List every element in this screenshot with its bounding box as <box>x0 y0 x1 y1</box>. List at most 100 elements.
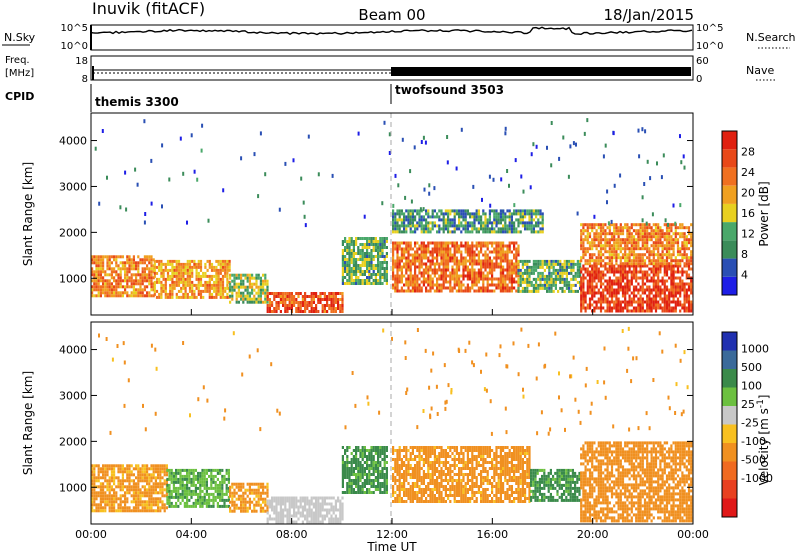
heatmap-cell <box>166 468 169 472</box>
heatmap-cell <box>184 286 187 290</box>
heatmap-cell <box>654 238 658 242</box>
heatmap-cell <box>521 221 524 225</box>
heatmap-cell <box>602 297 605 301</box>
heatmap-cell <box>188 262 192 266</box>
heatmap-cell <box>117 291 120 295</box>
heatmap-cell <box>121 291 124 295</box>
heatmap-cell <box>407 280 410 284</box>
heatmap-cell <box>221 468 224 472</box>
heatmap-cell <box>295 298 298 301</box>
heatmap-cell <box>455 224 458 228</box>
heatmap-cell <box>368 258 371 261</box>
nsky-tick-top: 10^5 <box>61 23 88 34</box>
heatmap-cell <box>398 218 401 222</box>
heatmap-cell <box>201 495 204 499</box>
heatmap-cell <box>526 227 529 231</box>
heatmap-cell <box>604 279 607 283</box>
heatmap-cell <box>617 300 620 304</box>
heatmap-cell <box>370 258 373 261</box>
heatmap-cell <box>161 467 164 471</box>
heatmap-cell <box>438 247 441 251</box>
heatmap-cell <box>422 280 425 284</box>
heatmap-cell <box>212 477 215 481</box>
heatmap-cell <box>144 212 147 216</box>
heatmap-cell <box>231 297 234 301</box>
heatmap-cell <box>164 283 167 287</box>
heatmap-cell <box>215 271 218 275</box>
heatmap-cell <box>392 271 395 275</box>
heatmap-cell <box>453 244 456 248</box>
heatmap-cell <box>217 259 220 263</box>
heatmap-cell <box>506 244 509 248</box>
heatmap-cell <box>659 253 662 257</box>
heatmap-cell <box>381 282 384 285</box>
heatmap-cell <box>652 285 655 289</box>
heatmap-cell <box>275 310 278 313</box>
heatmap-cell <box>436 280 439 284</box>
heatmap-cell <box>259 131 262 136</box>
heatmap-cell <box>619 279 622 283</box>
heatmap-cell <box>477 221 480 225</box>
heatmap-cell <box>635 241 638 245</box>
heatmap-cell <box>643 288 647 292</box>
heatmap-cell <box>586 241 589 245</box>
heatmap-cell <box>350 243 353 246</box>
heatmap-cell <box>124 291 127 295</box>
heatmap-cell <box>119 273 122 277</box>
heatmap-cell <box>469 221 472 225</box>
heatmap-cell <box>613 270 616 274</box>
heatmap-cell <box>416 286 419 290</box>
heatmap-cell <box>469 274 472 278</box>
heatmap-cell <box>495 253 498 257</box>
heatmap-cell <box>396 250 399 254</box>
heatmap-cell <box>630 226 633 230</box>
heatmap-cell <box>586 238 589 242</box>
heatmap-cell <box>495 250 498 254</box>
heatmap-cell <box>466 253 469 257</box>
heatmap-cell <box>124 276 127 280</box>
heatmap-cell <box>233 509 236 513</box>
heatmap-cell <box>497 247 500 251</box>
heatmap-cell <box>227 486 230 490</box>
heatmap-cell <box>152 497 155 501</box>
heatmap-cell <box>471 250 474 254</box>
heatmap-cell <box>679 291 682 295</box>
heatmap-cell <box>661 241 664 245</box>
heatmap-cell <box>208 492 211 496</box>
heatmap-cell <box>405 280 408 284</box>
heatmap-cell <box>306 307 309 310</box>
heatmap-cell <box>99 500 102 504</box>
heatmap-cell <box>97 276 100 280</box>
heatmap-cell <box>530 227 533 231</box>
heatmap-cell <box>557 271 560 275</box>
heatmap-cell <box>565 262 568 266</box>
heatmap-cell <box>115 491 118 495</box>
heatmap-cell <box>104 479 107 483</box>
heatmap-cell <box>119 467 122 471</box>
heatmap-cell <box>632 267 636 271</box>
heatmap-cell <box>202 283 205 287</box>
heatmap-cell <box>539 265 542 269</box>
heatmap-cell <box>248 273 251 277</box>
heatmap-cell <box>462 289 465 293</box>
heatmap-cell <box>135 261 138 265</box>
heatmap-cell <box>670 226 673 230</box>
heatmap-cell <box>392 215 395 219</box>
heatmap-cell <box>486 230 489 234</box>
heatmap-cell <box>240 279 243 283</box>
heatmap-cell <box>139 273 142 277</box>
heatmap-cell <box>139 503 142 507</box>
heatmap-cell <box>173 283 176 287</box>
heatmap-cell <box>661 235 664 239</box>
heatmap-cell <box>257 488 260 492</box>
heatmap-cell <box>486 274 489 278</box>
heatmap-cell <box>515 280 518 284</box>
heatmap-cell <box>608 226 611 230</box>
heatmap-cell <box>157 509 160 513</box>
heatmap-cell <box>113 482 116 486</box>
heatmap-cell <box>132 261 135 265</box>
heatmap-cell <box>203 477 206 481</box>
heatmap-cell <box>584 262 587 266</box>
heatmap-cell <box>458 212 461 216</box>
heatmap-cell <box>253 288 256 292</box>
